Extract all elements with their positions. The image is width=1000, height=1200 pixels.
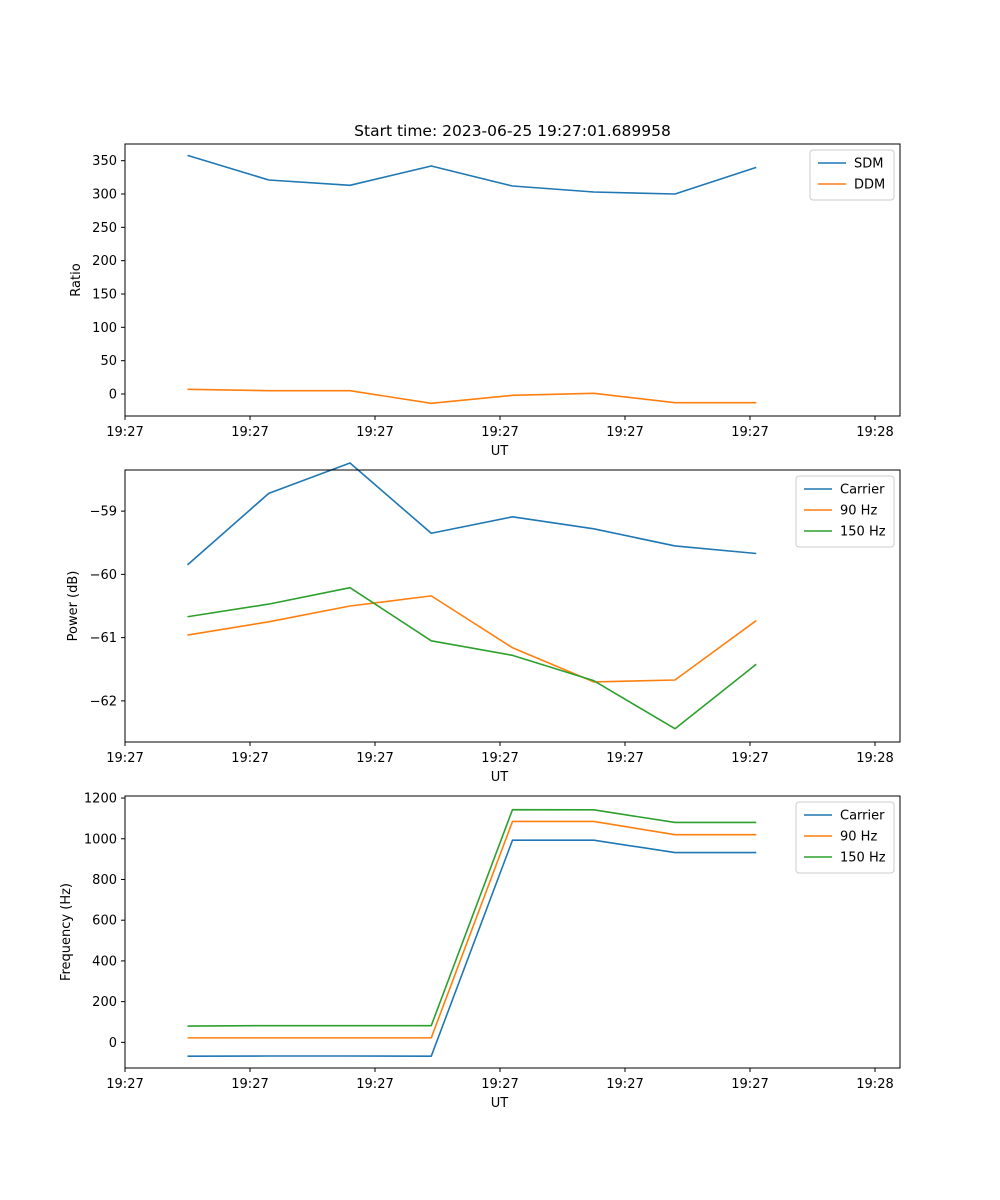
- x-tick-label: 19:27: [231, 1077, 268, 1092]
- x-tick-label: 19:27: [106, 1077, 143, 1092]
- series-line-carrier: [187, 839, 757, 1057]
- y-tick-label: −60: [90, 568, 117, 583]
- x-tick-label: 19:27: [606, 751, 643, 766]
- y-tick-label: 150: [92, 288, 117, 303]
- x-tick-label: 19:27: [481, 425, 518, 440]
- legend-label: SDM: [854, 157, 883, 172]
- x-tick-label: 19:27: [106, 425, 143, 440]
- y-tick-label: −62: [90, 694, 117, 709]
- y-tick-label: 100: [92, 321, 117, 336]
- y-tick-label: 200: [92, 254, 117, 269]
- y-tick-label: 200: [92, 995, 117, 1010]
- x-tick-label: 19:27: [731, 425, 768, 440]
- series-line-90-hz: [187, 820, 757, 1039]
- x-tick-label: 19:28: [856, 1077, 893, 1092]
- x-tick-label: 19:27: [231, 751, 268, 766]
- legend-label: 150 Hz: [840, 525, 886, 540]
- x-axis-label: UT: [491, 770, 509, 785]
- x-tick-label: 19:28: [856, 751, 893, 766]
- y-tick-label: 1000: [84, 832, 117, 847]
- legend-label: Carrier: [840, 483, 885, 498]
- legend-box: [795, 801, 895, 874]
- y-tick-label: 300: [92, 188, 117, 203]
- chart-panel-1: Start time: 2023-06-25 19:27:01.689958 19…: [69, 122, 901, 459]
- plot-frame: [124, 143, 901, 417]
- x-tick-label: 19:27: [481, 1077, 518, 1092]
- chart-title: Start time: 2023-06-25 19:27:01.689958: [354, 122, 671, 140]
- x-tick-label: 19:27: [231, 425, 268, 440]
- legend: Carrier 90 Hz 150 Hz: [795, 475, 895, 548]
- x-tick-label: 19:27: [106, 751, 143, 766]
- chart-panel-3: 19:27 19:27 19:27 19:27 19:27 19:27 19:28 0 200 4…: [59, 792, 901, 1111]
- y-tick-label: 50: [100, 354, 117, 369]
- x-tick-label: 19:27: [356, 751, 393, 766]
- chart-panel-2: 19:27 19:27 19:27 19:27 19:27 19:27 19:28 −59 −6…: [66, 462, 901, 785]
- x-tick-label: 19:27: [731, 1077, 768, 1092]
- x-axis-label: UT: [491, 444, 509, 459]
- plot-frame: [124, 795, 901, 1069]
- y-tick-label: 800: [92, 873, 117, 888]
- y-tick-label: 250: [92, 221, 117, 236]
- legend: SDM DDM: [809, 149, 895, 201]
- series-line-150-hz: [187, 808, 757, 1027]
- y-tick-label: 0: [109, 388, 117, 403]
- legend: Carrier 90 Hz 150 Hz: [795, 801, 895, 874]
- series-line-sdm: [187, 154, 757, 195]
- y-axis-label: Frequency (Hz): [59, 883, 74, 981]
- x-tick-label: 19:28: [856, 425, 893, 440]
- legend-box: [795, 475, 895, 548]
- y-tick-label: 400: [92, 954, 117, 969]
- x-tick-label: 19:27: [356, 425, 393, 440]
- legend-label: 150 Hz: [840, 851, 886, 866]
- legend-label: 90 Hz: [840, 504, 877, 519]
- y-tick-label: 350: [92, 154, 117, 169]
- y-axis-label: Power (dB): [66, 571, 81, 642]
- x-tick-label: 19:27: [356, 1077, 393, 1092]
- x-tick-label: 19:27: [606, 425, 643, 440]
- y-tick-label: 1200: [84, 792, 117, 807]
- legend-label: DDM: [854, 178, 885, 193]
- legend-label: 90 Hz: [840, 830, 877, 845]
- series-line-ddm: [187, 388, 757, 405]
- series-line-90-hz: [187, 595, 757, 683]
- y-axis-label: Ratio: [69, 263, 84, 296]
- series-line-150-hz: [187, 586, 757, 730]
- plot-frame: [124, 469, 901, 743]
- y-tick-label: −59: [90, 505, 117, 520]
- x-tick-label: 19:27: [481, 751, 518, 766]
- y-tick-label: 0: [109, 1036, 117, 1051]
- x-axis-label: UT: [491, 1096, 509, 1111]
- legend-label: Carrier: [840, 809, 885, 824]
- y-tick-label: −61: [90, 631, 117, 646]
- x-tick-label: 19:27: [731, 751, 768, 766]
- series-line-carrier: [186, 462, 757, 566]
- y-tick-label: 600: [92, 914, 117, 929]
- x-tick-label: 19:27: [606, 1077, 643, 1092]
